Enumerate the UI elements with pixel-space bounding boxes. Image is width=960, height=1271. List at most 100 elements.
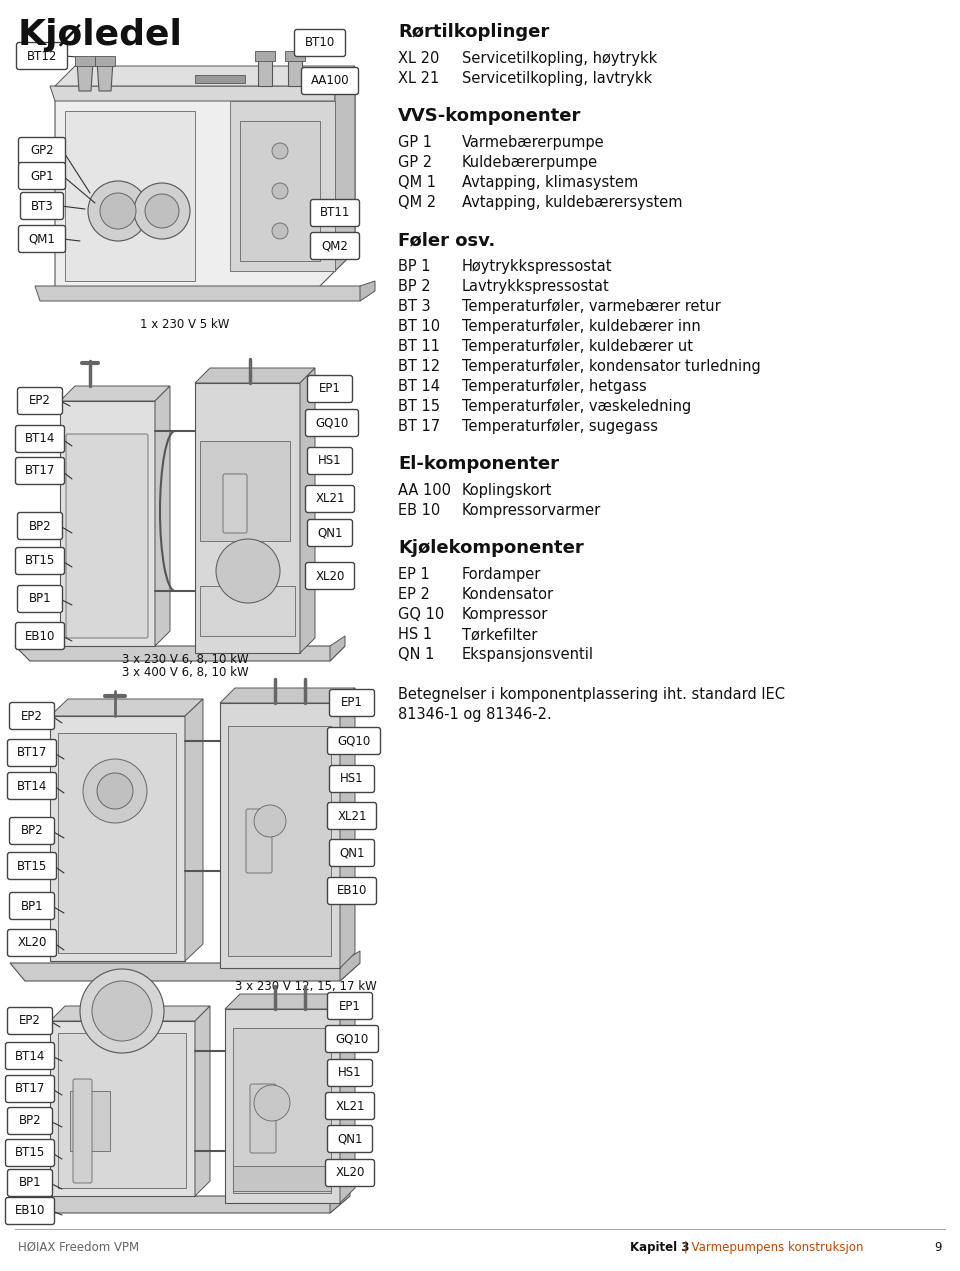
FancyBboxPatch shape [250, 1084, 276, 1153]
Polygon shape [50, 716, 185, 961]
FancyBboxPatch shape [8, 740, 57, 766]
Polygon shape [340, 951, 360, 981]
Text: GQ10: GQ10 [316, 417, 348, 430]
Polygon shape [10, 963, 360, 981]
Polygon shape [50, 1021, 195, 1196]
FancyBboxPatch shape [6, 1042, 55, 1069]
Text: EB10: EB10 [25, 629, 55, 643]
Text: BP2: BP2 [18, 1115, 41, 1127]
Polygon shape [220, 688, 355, 703]
Text: EP1: EP1 [339, 999, 361, 1013]
FancyBboxPatch shape [310, 233, 359, 259]
FancyBboxPatch shape [8, 853, 57, 880]
Polygon shape [330, 636, 345, 661]
FancyBboxPatch shape [6, 1140, 55, 1167]
Text: EB10: EB10 [337, 885, 367, 897]
Text: BT15: BT15 [25, 554, 55, 567]
Text: HØIAX Freedom VPM: HØIAX Freedom VPM [18, 1240, 139, 1254]
Text: XL20: XL20 [335, 1167, 365, 1179]
Text: BP1: BP1 [18, 1177, 41, 1190]
Polygon shape [155, 386, 170, 646]
Text: Koplingskort: Koplingskort [462, 483, 552, 498]
Polygon shape [15, 646, 345, 661]
Polygon shape [65, 111, 195, 281]
Text: GP 1: GP 1 [398, 135, 432, 150]
FancyBboxPatch shape [6, 1075, 55, 1102]
Text: AA100: AA100 [311, 75, 349, 88]
Text: BP1: BP1 [21, 900, 43, 913]
Polygon shape [335, 86, 355, 271]
Circle shape [100, 193, 136, 229]
Polygon shape [330, 1186, 350, 1213]
Text: Avtapping, kuldebærersystem: Avtapping, kuldebærersystem [462, 194, 683, 210]
Text: GP 2: GP 2 [398, 155, 432, 170]
Text: BT 3: BT 3 [398, 299, 431, 314]
Text: BP 1: BP 1 [398, 259, 430, 275]
Text: BT 14: BT 14 [398, 379, 440, 394]
FancyBboxPatch shape [10, 703, 55, 730]
Polygon shape [340, 688, 355, 969]
Text: QM 1: QM 1 [398, 175, 436, 189]
Text: BT15: BT15 [17, 859, 47, 872]
Text: 81346-1 og 81346-2.: 81346-1 og 81346-2. [398, 707, 552, 722]
Text: BP1: BP1 [29, 592, 51, 605]
Polygon shape [335, 86, 355, 271]
FancyBboxPatch shape [327, 1126, 372, 1153]
Text: Lavtrykkspressostat: Lavtrykkspressostat [462, 280, 610, 294]
Text: BT15: BT15 [14, 1146, 45, 1159]
FancyBboxPatch shape [17, 512, 62, 539]
Polygon shape [55, 86, 335, 296]
Polygon shape [255, 51, 275, 61]
Circle shape [254, 1085, 290, 1121]
Polygon shape [75, 56, 95, 66]
Text: QN1: QN1 [317, 526, 343, 539]
Text: HS1: HS1 [318, 455, 342, 468]
Text: EP 1: EP 1 [398, 567, 430, 582]
Text: BT17: BT17 [25, 464, 55, 478]
Polygon shape [50, 699, 203, 716]
Polygon shape [220, 703, 340, 969]
FancyBboxPatch shape [305, 563, 354, 590]
Text: HS1: HS1 [338, 1066, 362, 1079]
Text: BT14: BT14 [25, 432, 55, 446]
FancyBboxPatch shape [327, 993, 372, 1019]
Text: Rørtilkoplinger: Rørtilkoplinger [398, 23, 549, 41]
Text: Temperaturføler, hetgass: Temperaturføler, hetgass [462, 379, 647, 394]
Text: BT17: BT17 [17, 746, 47, 760]
FancyBboxPatch shape [8, 1107, 53, 1135]
FancyBboxPatch shape [325, 1159, 374, 1187]
Text: Servicetilkopling, høytrykk: Servicetilkopling, høytrykk [462, 51, 658, 66]
Text: EP 2: EP 2 [398, 587, 430, 602]
Polygon shape [60, 400, 155, 646]
Text: 3 x 400 V 6, 8, 10 kW: 3 x 400 V 6, 8, 10 kW [122, 666, 249, 679]
Text: QN1: QN1 [339, 846, 365, 859]
Bar [58, 733, 176, 953]
Polygon shape [50, 86, 340, 100]
Text: BT 15: BT 15 [398, 399, 440, 414]
Polygon shape [195, 369, 315, 383]
Text: Føler osv.: Føler osv. [398, 231, 495, 249]
Bar [228, 726, 331, 956]
Polygon shape [55, 66, 355, 86]
Text: Betegnelser i komponentplassering iht. standard IEC: Betegnelser i komponentplassering iht. s… [398, 688, 785, 702]
FancyBboxPatch shape [246, 810, 272, 873]
FancyBboxPatch shape [8, 1008, 53, 1035]
Polygon shape [195, 1007, 210, 1196]
Text: BP2: BP2 [29, 520, 51, 533]
FancyBboxPatch shape [329, 765, 374, 793]
Circle shape [134, 183, 190, 239]
Text: BT11: BT11 [320, 206, 350, 220]
Text: XL20: XL20 [315, 569, 345, 582]
Bar [240, 121, 320, 261]
Text: HS1: HS1 [340, 773, 364, 785]
Circle shape [80, 969, 164, 1052]
Text: Ekspansjonsventil: Ekspansjonsventil [462, 647, 594, 662]
FancyBboxPatch shape [305, 486, 354, 512]
Text: 9: 9 [934, 1240, 942, 1254]
Text: AA 100: AA 100 [398, 483, 451, 498]
Circle shape [272, 183, 288, 200]
Circle shape [92, 981, 152, 1041]
Text: BT 11: BT 11 [398, 339, 440, 355]
FancyBboxPatch shape [8, 1169, 53, 1196]
Polygon shape [360, 281, 375, 301]
